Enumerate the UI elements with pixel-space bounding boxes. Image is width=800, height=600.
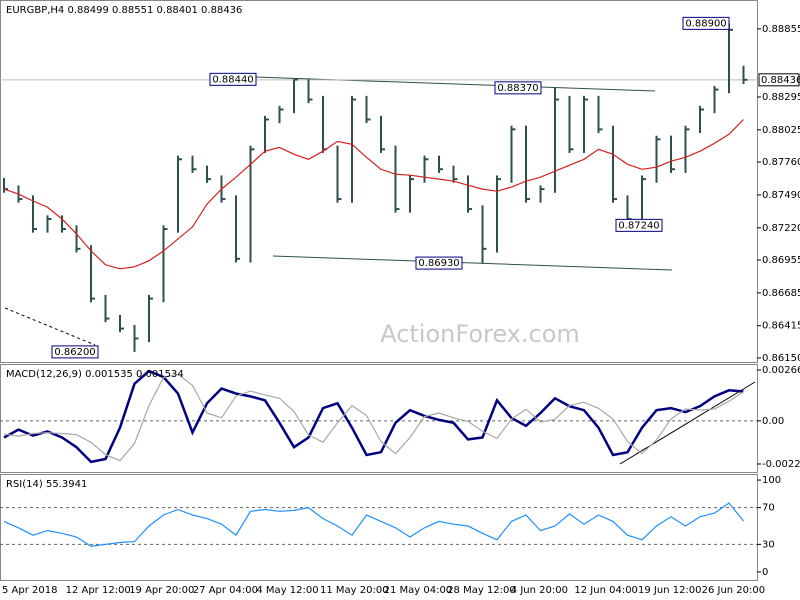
y-tick-label: 100 (762, 475, 781, 486)
annotation: 0.88370 (494, 81, 542, 95)
x-tick-label: 21 May 04:00 (384, 585, 453, 596)
y-tick-label: 0.86415 (762, 321, 800, 332)
y-tick-label: 0.002663 (762, 365, 800, 376)
y-tick-label: 0.86685 (762, 288, 800, 299)
channel-bottom (272, 255, 673, 271)
annotation-label: 0.87240 (618, 220, 659, 231)
pane-title: RSI(14) 55.3941 (6, 479, 87, 490)
annotation: 0.86930 (415, 256, 463, 270)
annotation-box (51, 345, 99, 359)
y-tick-label: 0.87220 (762, 223, 800, 234)
last-price-box (758, 73, 800, 87)
x-tick-label: 11 May 20:00 (320, 585, 389, 596)
x-tick-label: 28 May 12:00 (447, 585, 516, 596)
annotation: 0.87240 (615, 218, 663, 232)
x-tick-label: 19 Jun 12:00 (638, 585, 702, 596)
annotation-box (682, 16, 730, 30)
annotation-label: 0.86200 (54, 347, 95, 358)
pane-title: EURGBP,H4 0.88499 0.88551 0.88401 0.8843… (6, 5, 242, 16)
annotation-label: 0.86930 (418, 258, 459, 269)
y-tick-label: 30 (762, 539, 775, 550)
pane-border (0, 364, 758, 473)
last-price-label: 0.88436 (761, 75, 800, 86)
y-tick-label: 0.86955 (762, 255, 800, 266)
x-tick-label: 12 Jun 04:00 (574, 585, 638, 596)
x-tick-label: 4 Jun 20:00 (511, 585, 568, 596)
pane-border (0, 474, 758, 581)
series-line (3, 369, 744, 464)
annotation-box (494, 81, 542, 95)
y-tick-label: -0.00226 (762, 459, 800, 470)
pane-title: MACD(12,26,9) 0.001535 0.001534 (6, 369, 184, 380)
x-tick-label: 27 Apr 04:00 (193, 585, 258, 596)
y-tick-label: 0.88855 (762, 24, 800, 35)
x-tick-label: 26 Jun 20:00 (702, 585, 766, 596)
annotation-box (209, 72, 257, 86)
y-tick-label: 0.87490 (762, 190, 800, 201)
y-tick-label: 0.86150 (762, 353, 800, 364)
y-tick-label: 0.88025 (762, 125, 800, 136)
annotation: 0.88440 (209, 72, 257, 86)
y-tick-label: 0.00 (762, 416, 784, 427)
watermark: ActionForex.com (380, 320, 580, 348)
y-tick-label: 0 (762, 567, 768, 578)
x-tick-label: 4 May 12:00 (256, 585, 318, 596)
annotation-box (415, 256, 463, 270)
x-tick-label: 12 Apr 12:00 (66, 585, 131, 596)
annotation-box (615, 218, 663, 232)
macd-trend-line (619, 381, 756, 465)
pane-border (0, 0, 758, 363)
y-tick-label: 70 (762, 503, 775, 514)
series-line (3, 502, 744, 547)
annotation: 0.86200 (51, 345, 99, 359)
trend-line (4, 307, 96, 346)
y-tick-label: 0.87760 (762, 157, 800, 168)
series-line (3, 373, 744, 462)
x-tick-label: 19 Apr 20:00 (129, 585, 194, 596)
x-tick-label: 5 Apr 2018 (2, 585, 57, 596)
annotation-label: 0.88370 (497, 83, 538, 94)
annotation: 0.88900 (682, 16, 730, 30)
annotation-label: 0.88900 (685, 18, 726, 29)
y-tick-label: 0.88295 (762, 92, 800, 103)
series-line (3, 119, 744, 270)
annotation-label: 0.88440 (212, 74, 253, 85)
